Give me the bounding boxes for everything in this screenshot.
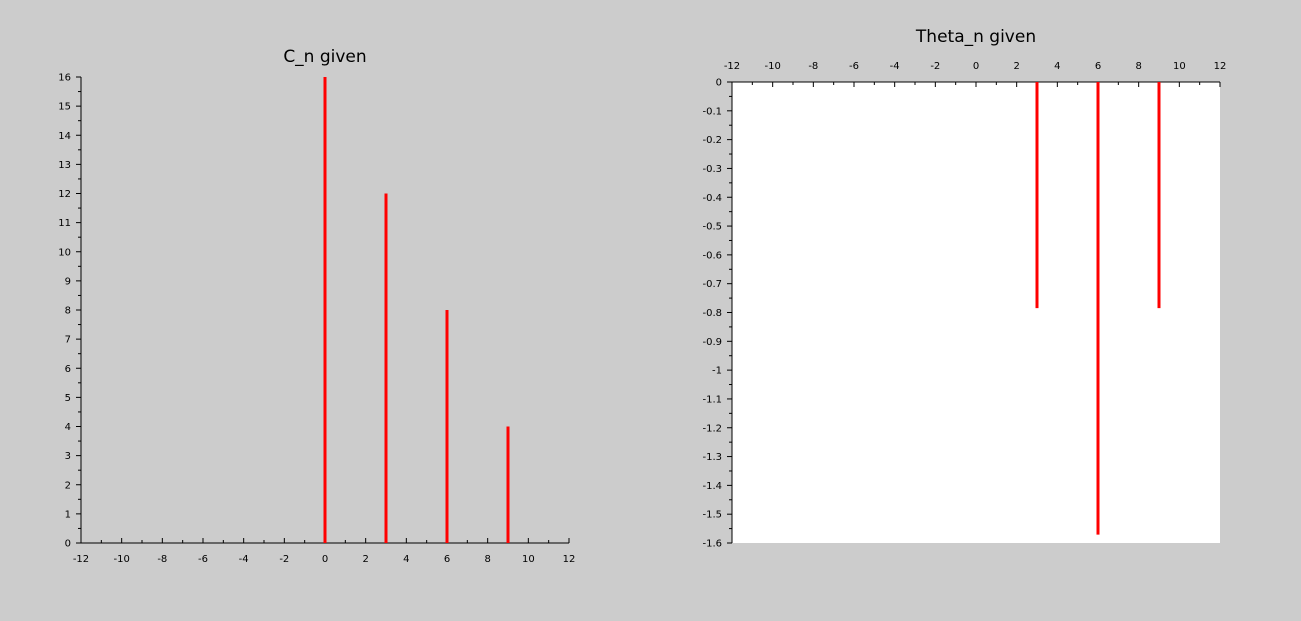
y-tick-label: 9 bbox=[65, 276, 71, 287]
y-tick-label: 3 bbox=[65, 451, 71, 462]
x-tick-label: -10 bbox=[764, 61, 780, 72]
y-tick-label: 14 bbox=[58, 131, 71, 142]
y-tick-label: -0.5 bbox=[702, 222, 722, 233]
x-tick-label: 0 bbox=[973, 61, 979, 72]
y-tick-label: -0.4 bbox=[702, 193, 722, 204]
y-tick-label: -1.3 bbox=[702, 452, 722, 463]
y-tick-label: 10 bbox=[58, 247, 71, 258]
x-tick-label: -6 bbox=[849, 61, 859, 72]
x-tick-label: -2 bbox=[279, 554, 289, 565]
y-tick-label: 11 bbox=[58, 218, 71, 229]
x-tick-label: 0 bbox=[322, 554, 328, 565]
y-tick-label: 8 bbox=[65, 306, 71, 317]
y-tick-label: 4 bbox=[65, 422, 71, 433]
y-tick-label: -1.5 bbox=[702, 510, 722, 521]
x-tick-label: 8 bbox=[484, 554, 490, 565]
y-tick-label: -0.2 bbox=[702, 135, 722, 146]
chart-title: Theta_n given bbox=[915, 27, 1036, 47]
x-tick-label: -12 bbox=[724, 61, 740, 72]
y-tick-label: 0 bbox=[716, 78, 722, 89]
y-tick-label: 13 bbox=[58, 160, 71, 171]
y-tick-label: 12 bbox=[58, 189, 71, 200]
x-tick-label: 2 bbox=[1013, 61, 1019, 72]
y-tick-label: 2 bbox=[65, 480, 71, 491]
x-tick-label: 12 bbox=[563, 554, 576, 565]
y-tick-label: -1 bbox=[712, 366, 722, 377]
x-tick-label: 8 bbox=[1135, 61, 1141, 72]
x-tick-label: -2 bbox=[930, 61, 940, 72]
y-tick-label: 6 bbox=[65, 364, 71, 375]
y-tick-label: -0.3 bbox=[702, 164, 722, 175]
chart-theta-n-given: Theta_n given -12 -10 -8 -6 -4 -2 0 2 4 6 8 10 12 0 -0.… bbox=[702, 27, 1226, 550]
y-tick-label: -1.4 bbox=[702, 481, 722, 492]
x-tick-label: 6 bbox=[444, 554, 450, 565]
x-tick-label: 6 bbox=[1095, 61, 1101, 72]
x-tick-label: -10 bbox=[113, 554, 129, 565]
y-tick-label: -1.2 bbox=[702, 423, 722, 434]
x-tick-label: -8 bbox=[808, 61, 818, 72]
x-tick-label: -12 bbox=[73, 554, 89, 565]
x-tick-label: 4 bbox=[403, 554, 409, 565]
y-tick-label: -0.9 bbox=[702, 337, 722, 348]
y-tick-label: 16 bbox=[58, 73, 71, 84]
x-tick-label: -8 bbox=[157, 554, 167, 565]
x-tick-label: -4 bbox=[890, 61, 900, 72]
x-tick-label: -4 bbox=[239, 554, 249, 565]
y-tick-label: 0 bbox=[65, 539, 71, 550]
y-tick-label: -0.1 bbox=[702, 106, 722, 117]
x-tick-label: -6 bbox=[198, 554, 208, 565]
x-tick-label: 10 bbox=[1173, 61, 1186, 72]
y-tick-label: 15 bbox=[58, 102, 71, 113]
chart-title: C_n given bbox=[283, 47, 366, 67]
x-tick-label: 12 bbox=[1214, 61, 1227, 72]
y-tick-label: -0.8 bbox=[702, 308, 722, 319]
x-tick-label: 2 bbox=[362, 554, 368, 565]
y-tick-label: -1.6 bbox=[702, 539, 722, 550]
y-tick-label: -0.7 bbox=[702, 279, 722, 290]
y-tick-label: 5 bbox=[65, 393, 71, 404]
y-tick-label: -1.1 bbox=[702, 394, 722, 405]
plot-area bbox=[732, 82, 1220, 543]
y-tick-label: 7 bbox=[65, 335, 71, 346]
y-tick-label: -0.6 bbox=[702, 250, 722, 261]
x-tick-label: 4 bbox=[1054, 61, 1060, 72]
y-tick-label: 1 bbox=[65, 509, 71, 520]
chart-cn-given: C_n given-12 -10 -8 -6 -4 -2 0 2 4 6 8 10 1201234567… bbox=[58, 47, 575, 565]
x-tick-label: 10 bbox=[522, 554, 535, 565]
